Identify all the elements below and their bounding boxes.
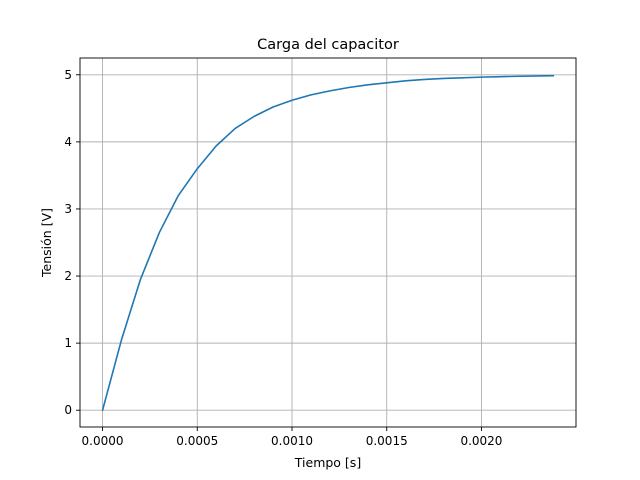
- x-tick-label: 0.0010: [271, 434, 313, 448]
- y-tick-label: 3: [64, 202, 72, 216]
- ticks: 0.0000 0.0005 0.0010 0.0015 0.0020 0 1 2 3 4 5: [64, 68, 502, 448]
- series-layer: [101, 74, 555, 412]
- series-line: [101, 74, 555, 412]
- chart-title: Carga del capacitor: [257, 37, 399, 53]
- y-tick-label: 5: [64, 68, 72, 82]
- x-tick-label: 0.0000: [82, 434, 124, 448]
- y-tick-label: 0: [64, 403, 72, 417]
- y-tick-label: 1: [64, 336, 72, 350]
- y-axis-label: Tensión [V]: [39, 208, 54, 278]
- grid: [80, 58, 576, 427]
- y-tick-label: 2: [64, 269, 72, 283]
- x-tick-label: 0.0015: [366, 434, 408, 448]
- x-tick-label: 0.0020: [460, 434, 502, 448]
- y-tick-label: 4: [64, 135, 72, 149]
- x-tick-label: 0.0005: [176, 434, 218, 448]
- plot-frame: [79, 57, 577, 428]
- x-axis-label: Tiempo [s]: [294, 455, 361, 470]
